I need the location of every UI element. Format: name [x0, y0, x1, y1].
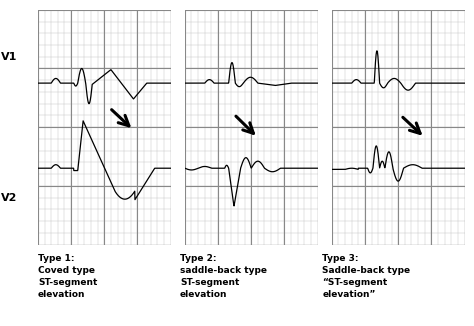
- Text: Type 2:
saddle-back type
ST-segment
elevation: Type 2: saddle-back type ST-segment elev…: [180, 254, 267, 299]
- Text: Type 1:
Coved type
ST-segment
elevation: Type 1: Coved type ST-segment elevation: [38, 254, 97, 299]
- Text: V1: V1: [1, 52, 18, 62]
- Text: Type 3:
Saddle-back type
“ST-segment
elevation”: Type 3: Saddle-back type “ST-segment ele…: [322, 254, 410, 299]
- Text: V2: V2: [1, 193, 18, 202]
